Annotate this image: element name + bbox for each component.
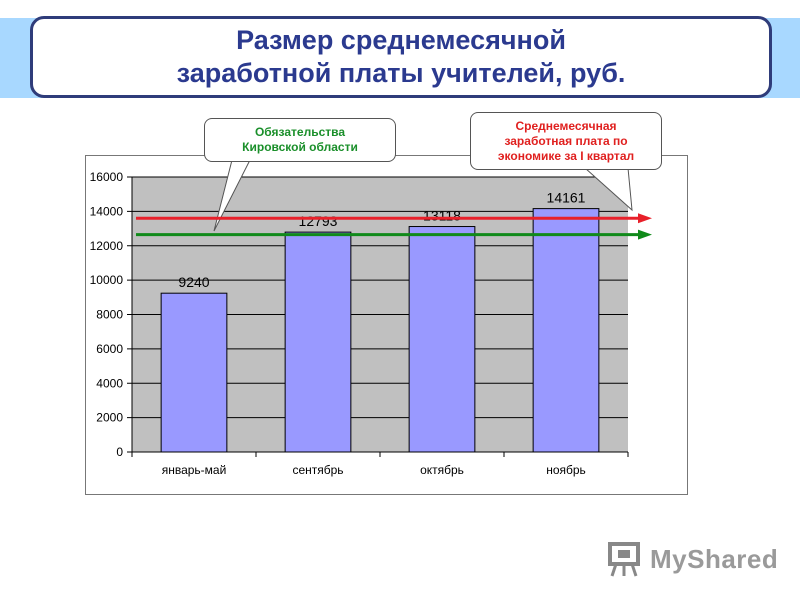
myshared-logo: MyShared xyxy=(606,538,778,578)
logo-text: MyShared xyxy=(650,544,779,574)
x-tick-label: сентябрь xyxy=(292,463,343,477)
x-tick-label: октябрь xyxy=(420,463,464,477)
x-tick-label: январь-май xyxy=(162,463,227,477)
page-title-line2: заработной платы учителей, руб. xyxy=(176,58,626,88)
data-label: 14161 xyxy=(547,190,586,206)
y-tick-label: 2000 xyxy=(96,411,123,425)
y-tick-label: 8000 xyxy=(96,308,123,322)
callout-average-salary-economy: Среднемесячная заработная плата по эконо… xyxy=(470,112,662,170)
callout-right-line1: Среднемесячная xyxy=(515,118,617,133)
x-tick-label: ноябрь xyxy=(546,463,586,477)
y-tick-label: 14000 xyxy=(90,204,124,218)
data-label: 9240 xyxy=(178,274,209,290)
bar xyxy=(408,226,476,453)
red-reference-line-arrowhead xyxy=(638,213,652,224)
y-tick-label: 0 xyxy=(116,445,123,459)
y-tick-label: 6000 xyxy=(96,342,123,356)
callout-kirov-obligations: Обязательства Кировской области xyxy=(204,118,396,162)
green-reference-line-arrowhead xyxy=(638,229,652,240)
bar xyxy=(160,292,228,453)
bar xyxy=(532,208,600,453)
page-title-line1: Размер среднемесячной xyxy=(236,25,566,55)
callout-left-line2: Кировской области xyxy=(242,140,358,154)
title-box: Размер среднемесячной заработной платы у… xyxy=(30,16,772,98)
y-tick-label: 4000 xyxy=(96,376,123,390)
logo-icon xyxy=(608,542,640,577)
data-label: 13118 xyxy=(423,208,461,224)
y-tick-label: 10000 xyxy=(90,273,124,287)
callout-left-line1: Обязательства xyxy=(254,125,346,139)
callout-right-line3: экономике за I квартал xyxy=(497,148,635,163)
callout-right-line2: заработная плата по xyxy=(504,133,628,148)
y-tick-label: 12000 xyxy=(90,239,124,253)
bar xyxy=(284,231,352,453)
data-label: 12793 xyxy=(299,213,338,229)
y-tick-label: 16000 xyxy=(90,170,124,184)
